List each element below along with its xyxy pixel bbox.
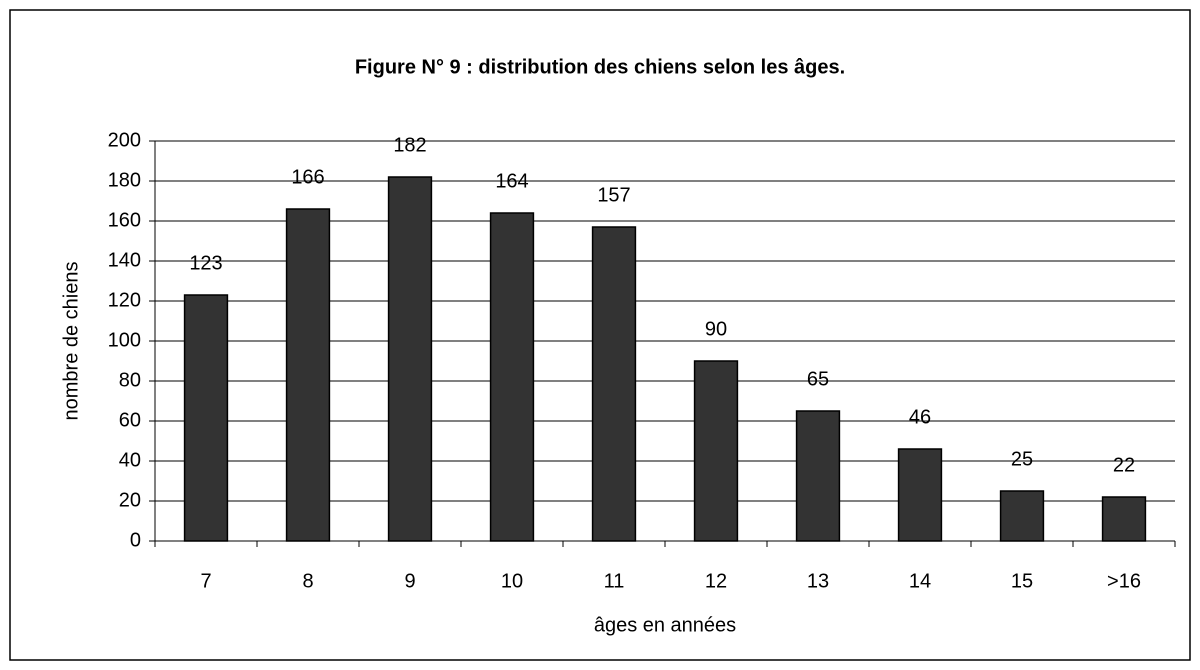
y-tick-label: 140 [108,249,141,271]
x-tick-label: 10 [501,570,523,592]
x-axis-label: âges en années [594,614,736,636]
x-tick-label: 8 [302,570,313,592]
y-tick-label: 0 [130,529,141,551]
x-tick-label: 11 [604,570,625,592]
data-label: 123 [189,252,222,274]
chart-title: Figure N° 9 : distribution des chiens se… [355,56,845,78]
data-label: 182 [393,134,426,156]
x-tick-label: 12 [705,570,727,592]
data-label: 90 [705,318,727,340]
y-axis-label: nombre de chiens [60,262,82,421]
x-tick-label: 9 [404,570,415,592]
x-tick-label: 7 [200,570,211,592]
y-tick-label: 180 [108,169,141,191]
x-tick-label: 13 [807,570,829,592]
y-tick-label: 40 [119,449,141,471]
bar [183,294,229,542]
data-label: 65 [807,368,829,390]
data-label: 46 [909,406,931,428]
y-tick-label: 20 [119,489,141,511]
y-tick-label: 160 [108,209,141,231]
data-label: 166 [291,166,324,188]
y-tick-label: 200 [108,129,141,151]
data-label: 157 [597,184,630,206]
bar [489,212,535,542]
x-tick-label: 14 [909,570,931,592]
bar [285,208,331,542]
y-tick-label: 120 [108,289,141,311]
x-tick-label: >16 [1107,570,1141,592]
x-tick-label: 15 [1011,570,1033,592]
bar [999,490,1045,542]
data-label: 25 [1011,448,1033,470]
bar [693,360,739,542]
chart-border [9,9,1191,661]
bar [1101,496,1147,542]
bar [387,176,433,542]
y-tick-label: 100 [108,329,141,351]
data-label: 22 [1113,454,1135,476]
bar [897,448,943,542]
y-tick-label: 60 [119,409,141,431]
bar [591,226,637,542]
y-tick-label: 80 [119,369,141,391]
bar [795,410,841,542]
data-label: 164 [495,170,528,192]
